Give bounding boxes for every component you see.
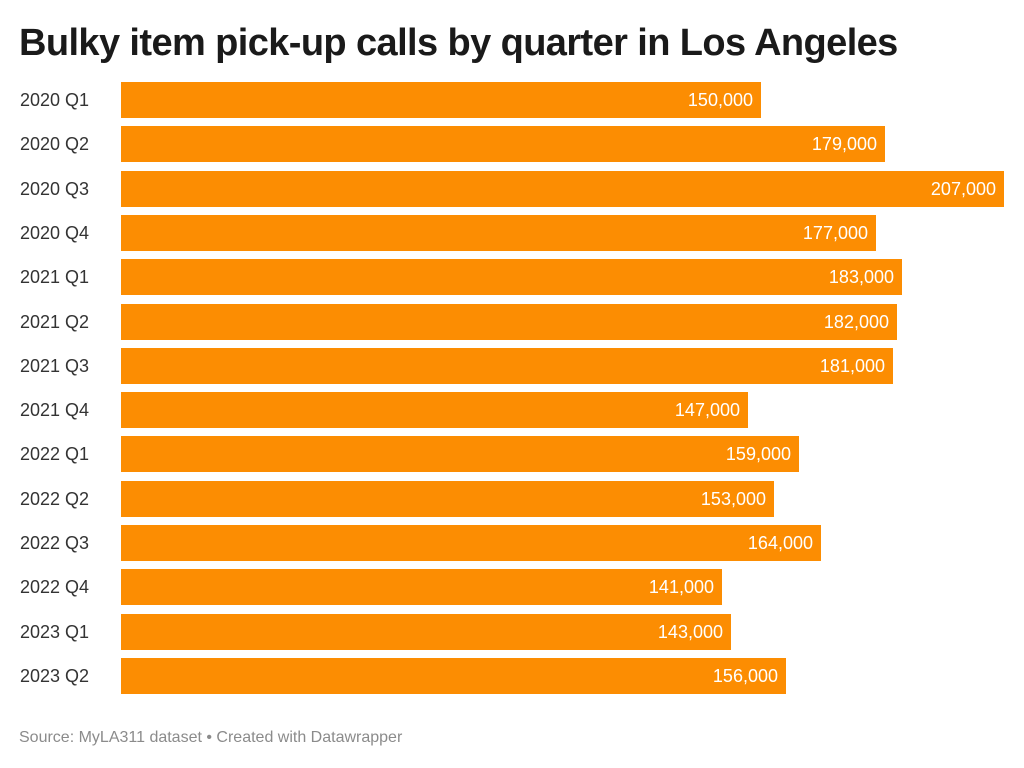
category-label: 2020 Q2 [20,134,90,154]
bar [121,215,876,251]
bar [121,304,897,340]
bar [121,259,902,295]
category-label: 2023 Q1 [20,622,90,642]
category-label: 2021 Q1 [20,267,90,287]
category-label: 2022 Q2 [20,489,90,509]
value-label: 182,000 [823,312,889,332]
bar [121,126,885,162]
category-label: 2023 Q2 [20,666,90,686]
bar [121,392,748,428]
category-label: 2020 Q4 [20,223,90,243]
value-label: 181,000 [819,356,885,376]
category-label: 2021 Q2 [20,312,90,332]
value-label: 164,000 [747,533,813,553]
bar [121,348,893,384]
category-label: 2020 Q3 [20,179,90,199]
value-label: 177,000 [802,223,868,243]
bar [121,82,761,118]
bar [121,658,786,694]
bar [121,481,774,517]
value-label: 159,000 [725,444,791,464]
value-label: 156,000 [712,666,778,686]
value-label: 143,000 [657,622,723,642]
value-label: 183,000 [828,267,894,287]
value-label: 150,000 [687,90,753,110]
source-note: Source: MyLA311 dataset • Created with D… [19,729,403,746]
category-label: 2022 Q3 [20,533,90,553]
value-label: 153,000 [700,489,766,509]
value-label: 147,000 [674,400,740,420]
bar [121,436,799,472]
category-label: 2021 Q4 [20,400,90,420]
value-label: 179,000 [811,134,877,154]
category-label: 2020 Q1 [20,90,90,110]
bar [121,614,731,650]
value-label: 141,000 [648,577,714,597]
chart-title: Bulky item pick-up calls by quarter in L… [19,22,898,64]
category-label: 2021 Q3 [20,356,90,376]
bar [121,525,821,561]
bar [121,569,722,605]
category-label: 2022 Q1 [20,444,90,464]
category-label: 2022 Q4 [20,577,90,597]
value-label: 207,000 [930,179,996,199]
bar [121,171,1004,207]
